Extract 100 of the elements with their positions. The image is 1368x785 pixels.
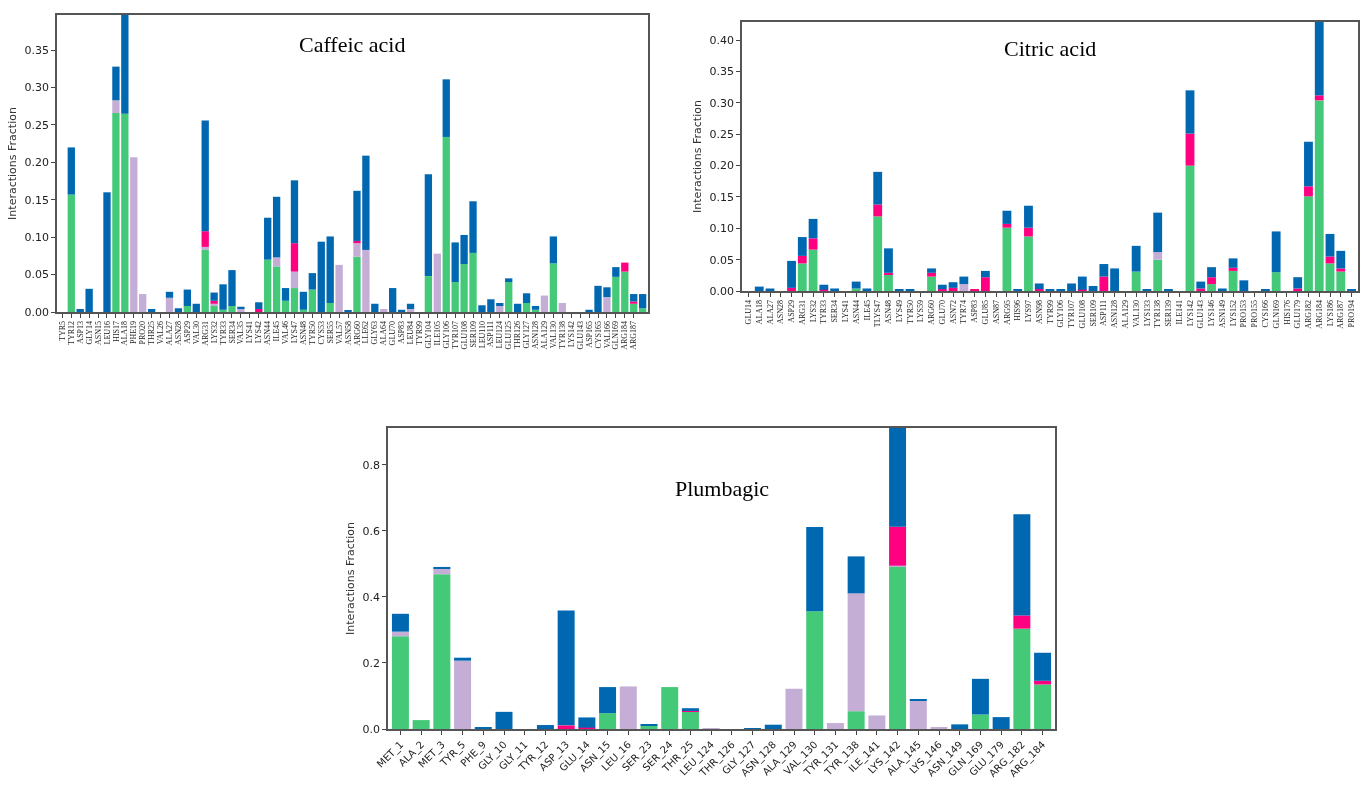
- x-tick-label: VAL35: [236, 320, 246, 345]
- x-tick-label: VAL30: [191, 320, 201, 345]
- x-tick-label: ASP13: [75, 320, 85, 344]
- x-tick-label: THR25: [147, 320, 157, 345]
- x-tick-label: ARG60: [352, 320, 362, 346]
- x-tick-label: HIS96: [1013, 299, 1023, 321]
- x-tick-label: ASN15: [93, 320, 103, 345]
- x-tick-label: LYS97: [1024, 299, 1034, 323]
- x-tick-label: SER34: [227, 320, 237, 344]
- y-tick-label: 0.2: [362, 656, 381, 670]
- x-tick-label: ASN128: [1110, 299, 1120, 328]
- x-tick-label: TYR5: [57, 320, 67, 341]
- y-tick-label: 0.20: [709, 159, 735, 173]
- x-tick-label: SER55: [325, 320, 335, 344]
- text: Plumbagic: [675, 476, 770, 501]
- x-tick-label: ASP165: [584, 320, 594, 348]
- x-tick-label: ARG184: [1314, 299, 1324, 329]
- x-tick-label: ARG184: [620, 320, 630, 350]
- x-tick-label: ARG187: [629, 320, 639, 350]
- x-tick-label: GLU108: [1077, 299, 1087, 329]
- x-tick-label: ASN128: [531, 320, 541, 349]
- y-tick-label: 0.30: [24, 81, 50, 95]
- x-tick-label: LYS146: [1207, 299, 1217, 327]
- x-tick-label: ARG60: [927, 299, 937, 325]
- x-tick-label: TYR138: [1153, 299, 1163, 328]
- x-tick-label: TYR50: [905, 299, 915, 324]
- x-tick-label: LYS59: [916, 299, 926, 323]
- x-tick-label: VAL130: [1131, 299, 1141, 328]
- y-tick-label: 0.0: [362, 722, 381, 736]
- x-tick-label: GLY106: [441, 320, 451, 349]
- x-tick-label: GLU70: [937, 299, 947, 325]
- x-tick-label: GLU125: [504, 320, 514, 350]
- x-tick-label: ASN149: [1217, 299, 1227, 328]
- x-tick-label: VAL130: [548, 320, 558, 349]
- x-tick-label: CYS166: [1260, 299, 1270, 328]
- x-tick-label: ARG182: [1304, 299, 1314, 329]
- x-tick-label: ALA64: [379, 320, 389, 346]
- x-tick-label: ILE105: [432, 320, 442, 346]
- x-tick-label: GLN169: [1271, 299, 1281, 329]
- x-tick-label: THR126: [513, 320, 523, 349]
- x-tick-label: TYR74: [959, 299, 969, 324]
- x-tick-label: GLN169: [611, 320, 621, 350]
- x-tick-label: CYS165: [593, 320, 603, 349]
- x-tick-label: GLU143: [1196, 299, 1206, 329]
- y-tick-label: 0.05: [24, 268, 50, 282]
- x-tick-label: ALA18: [754, 299, 764, 325]
- x-tick-label: LYS32: [209, 320, 219, 344]
- x-tick-label: ALA18: [120, 320, 130, 346]
- x-tick-label: ARG187: [1336, 299, 1346, 329]
- x-tick-label: VAL166: [602, 320, 612, 349]
- x-tick-label: TYR99: [415, 320, 425, 345]
- x-tick-label: ALA129: [1120, 299, 1130, 329]
- x-tick-label: TYR138: [557, 320, 567, 349]
- y-tick-label: 0.35: [709, 65, 735, 79]
- x-tick-label: ILE141: [1174, 299, 1184, 325]
- y-tick-label: 0.15: [709, 190, 735, 204]
- x-tick-label: ASN44: [263, 320, 273, 345]
- y-tick-label: 0.25: [709, 128, 735, 142]
- y-tick-label: 0.35: [24, 44, 50, 58]
- y-tick-label: 0.10: [709, 222, 735, 236]
- y-axis-title: Interactions Fraction: [343, 522, 357, 635]
- x-tick-label: SER34: [830, 299, 840, 323]
- x-tick-label: SER109: [1088, 299, 1098, 327]
- y-tick-label: 0.20: [24, 156, 50, 170]
- x-tick-label: GLY63: [370, 320, 380, 345]
- x-tick-label: ASN58: [343, 320, 353, 345]
- x-tick-label: VAL26: [156, 320, 166, 345]
- x-tick-label: ASN87: [991, 299, 1001, 324]
- x-tick-label: LYS142: [1185, 299, 1195, 327]
- y-tick-label: 0.6: [362, 524, 381, 538]
- y-axis-title: Interactions Fraction: [690, 100, 704, 213]
- x-tick-label: GLU143: [575, 320, 585, 350]
- text: Caffeic acid: [299, 32, 406, 57]
- x-tick-label: GLY106: [1056, 299, 1066, 328]
- x-tick-label: LYS41: [245, 320, 255, 344]
- x-tick-label: GLY14: [84, 320, 94, 345]
- x-tick-label: LYS49: [894, 299, 904, 323]
- y-tick-label: 0.4: [362, 590, 381, 604]
- y-tick-label: 0.25: [24, 118, 50, 132]
- y-tick-label: 0.8: [362, 458, 381, 472]
- y-tick-label: 0.10: [24, 231, 50, 245]
- x-tick-label: TLYS47: [873, 299, 883, 328]
- x-tick-label: TYR12: [66, 320, 76, 345]
- x-tick-label: PHE19: [129, 320, 139, 345]
- x-tick-label: ILE45: [862, 299, 872, 321]
- x-tick-label: ASN48: [299, 320, 308, 345]
- x-tick-label: SER109: [468, 320, 478, 348]
- y-tick-label: 0.40: [709, 34, 735, 48]
- x-tick-label: TYR33: [218, 320, 228, 345]
- x-tick-label: ASP29: [787, 299, 797, 323]
- x-tick-label: LEU84: [406, 320, 416, 345]
- x-tick-label: GLY104: [423, 320, 433, 349]
- x-tick-label: GLU179: [1293, 299, 1303, 329]
- x-tick-label: SER139: [1164, 299, 1174, 327]
- x-tick-label: LYS186: [1325, 299, 1335, 327]
- x-tick-label: GLU70: [388, 320, 398, 346]
- x-tick-label: ASN48: [884, 299, 894, 324]
- x-tick-label: ASP111: [486, 320, 496, 348]
- x-tick-label: ASN28: [776, 299, 786, 324]
- y-tick-label: 0.15: [24, 193, 50, 207]
